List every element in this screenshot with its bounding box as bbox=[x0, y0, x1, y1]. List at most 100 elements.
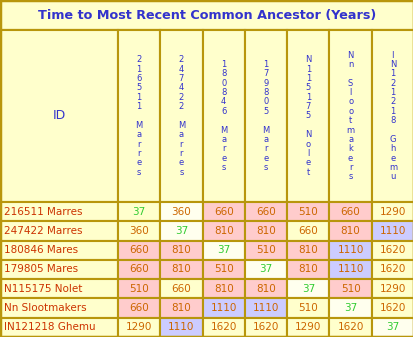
Bar bbox=[0, 318, 118, 337]
Bar bbox=[371, 202, 413, 221]
Text: 660: 660 bbox=[340, 207, 360, 217]
Bar bbox=[160, 30, 202, 202]
Text: 2
4
7
4
2
2
 
M
a
r
r
e
s: 2 4 7 4 2 2 M a r r e s bbox=[177, 55, 185, 177]
Bar bbox=[287, 279, 329, 299]
Bar bbox=[244, 241, 287, 260]
Bar bbox=[244, 279, 287, 299]
Text: 37: 37 bbox=[259, 265, 272, 275]
Bar bbox=[0, 299, 118, 318]
Text: 180846 Mares: 180846 Mares bbox=[4, 245, 78, 255]
Bar bbox=[329, 318, 371, 337]
Bar bbox=[287, 241, 329, 260]
Bar bbox=[160, 202, 202, 221]
Bar bbox=[371, 30, 413, 202]
Bar bbox=[202, 202, 244, 221]
Bar bbox=[118, 221, 160, 241]
Bar bbox=[329, 202, 371, 221]
Bar bbox=[287, 260, 329, 279]
Text: 1110: 1110 bbox=[252, 303, 278, 313]
Text: 810: 810 bbox=[340, 226, 360, 236]
Text: 1620: 1620 bbox=[379, 245, 405, 255]
Bar bbox=[371, 260, 413, 279]
Text: 1290: 1290 bbox=[379, 207, 405, 217]
Text: 810: 810 bbox=[256, 226, 275, 236]
Text: 810: 810 bbox=[256, 284, 275, 294]
Bar bbox=[0, 260, 118, 279]
Bar bbox=[329, 279, 371, 299]
Text: 510: 510 bbox=[214, 265, 233, 275]
Text: 37: 37 bbox=[343, 303, 356, 313]
Text: 510: 510 bbox=[256, 245, 275, 255]
Bar bbox=[287, 221, 329, 241]
Bar bbox=[371, 299, 413, 318]
Text: N
1
1
5
1
7
5
 
N
o
l
e
t: N 1 1 5 1 7 5 N o l e t bbox=[304, 55, 311, 177]
Text: 1110: 1110 bbox=[210, 303, 236, 313]
Text: 1620: 1620 bbox=[337, 323, 363, 332]
Bar bbox=[202, 241, 244, 260]
Bar bbox=[118, 30, 160, 202]
Text: 216511 Marres: 216511 Marres bbox=[4, 207, 82, 217]
Text: 510: 510 bbox=[298, 303, 318, 313]
Bar bbox=[244, 260, 287, 279]
Text: 1290: 1290 bbox=[379, 284, 405, 294]
Text: 660: 660 bbox=[214, 207, 233, 217]
Text: 810: 810 bbox=[214, 284, 233, 294]
Text: 37: 37 bbox=[132, 207, 145, 217]
Bar bbox=[287, 30, 329, 202]
Bar bbox=[118, 318, 160, 337]
Bar bbox=[160, 318, 202, 337]
Bar bbox=[371, 318, 413, 337]
Text: 1
8
0
8
4
6
 
M
a
r
e
s: 1 8 0 8 4 6 M a r e s bbox=[220, 60, 227, 172]
Bar bbox=[160, 221, 202, 241]
Text: 360: 360 bbox=[171, 207, 191, 217]
Text: Nn Slootmakers: Nn Slootmakers bbox=[4, 303, 86, 313]
Bar bbox=[202, 260, 244, 279]
Text: 660: 660 bbox=[129, 265, 149, 275]
Text: 810: 810 bbox=[171, 265, 191, 275]
Bar bbox=[160, 279, 202, 299]
Bar bbox=[371, 221, 413, 241]
Bar bbox=[0, 241, 118, 260]
Bar bbox=[202, 30, 244, 202]
Text: 37: 37 bbox=[385, 323, 399, 332]
Bar bbox=[202, 221, 244, 241]
Text: 510: 510 bbox=[340, 284, 360, 294]
Text: 810: 810 bbox=[171, 245, 191, 255]
Text: 1110: 1110 bbox=[168, 323, 194, 332]
Text: IN121218 Ghemu: IN121218 Ghemu bbox=[4, 323, 95, 332]
Bar bbox=[160, 241, 202, 260]
Text: 1110: 1110 bbox=[379, 226, 405, 236]
Bar bbox=[0, 30, 118, 202]
Text: 810: 810 bbox=[298, 265, 318, 275]
Text: N
n
 
S
l
o
o
t
m
a
k
e
r
s: N n S l o o t m a k e r s bbox=[346, 51, 354, 181]
Bar bbox=[244, 318, 287, 337]
Bar bbox=[118, 279, 160, 299]
Bar bbox=[371, 241, 413, 260]
Text: 660: 660 bbox=[298, 226, 318, 236]
Bar bbox=[287, 202, 329, 221]
Text: 1290: 1290 bbox=[294, 323, 321, 332]
Text: Time to Most Recent Common Ancestor (Years): Time to Most Recent Common Ancestor (Yea… bbox=[38, 8, 375, 22]
Text: 660: 660 bbox=[129, 245, 149, 255]
Bar bbox=[329, 260, 371, 279]
Bar bbox=[118, 299, 160, 318]
Bar bbox=[0, 30, 413, 202]
Text: 179805 Mares: 179805 Mares bbox=[4, 265, 78, 275]
Text: 510: 510 bbox=[298, 207, 318, 217]
Bar bbox=[329, 241, 371, 260]
Text: 660: 660 bbox=[171, 284, 191, 294]
Bar bbox=[118, 202, 160, 221]
Bar bbox=[244, 221, 287, 241]
Bar bbox=[202, 299, 244, 318]
Bar bbox=[244, 30, 287, 202]
Bar bbox=[160, 260, 202, 279]
Text: 247422 Marres: 247422 Marres bbox=[4, 226, 82, 236]
Bar bbox=[0, 202, 118, 221]
Bar bbox=[118, 241, 160, 260]
Text: 1
7
9
8
0
5
 
M
a
r
e
s: 1 7 9 8 0 5 M a r e s bbox=[262, 60, 269, 172]
Bar bbox=[329, 299, 371, 318]
Text: 37: 37 bbox=[174, 226, 188, 236]
Bar bbox=[0, 221, 118, 241]
Bar bbox=[118, 260, 160, 279]
Bar bbox=[160, 299, 202, 318]
